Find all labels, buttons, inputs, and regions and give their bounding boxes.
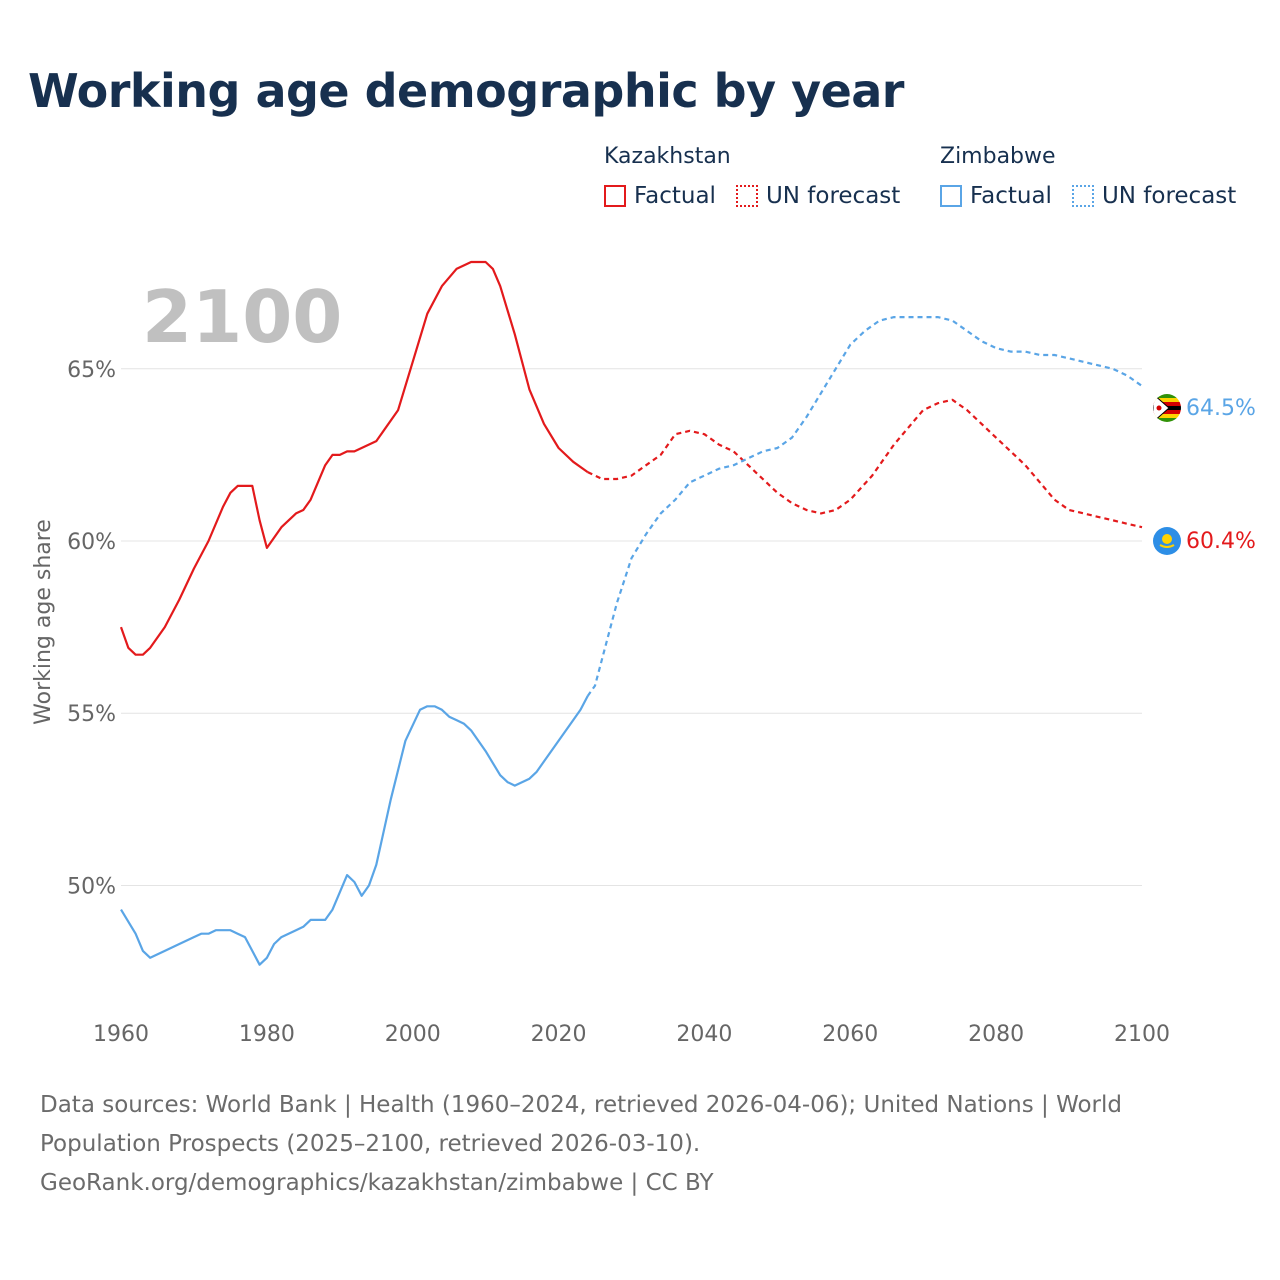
zimbabwe-flag-icon[interactable]: [1153, 394, 1181, 422]
zimbabwe-factual-line[interactable]: [120, 695, 589, 966]
legend-swatch-solid: [604, 185, 626, 207]
line-chart: 2100 Working age share 50% 55% 60% 65% 1960…: [31, 260, 1256, 1047]
legend-country-name: Kazakhstan: [604, 144, 731, 169]
legend-group-kazakhstan: Kazakhstan Factual UN forecast: [604, 144, 920, 209]
kazakhstan-flag-icon[interactable]: [1153, 527, 1181, 555]
legend-item-kazakhstan-forecast[interactable]: UN forecast: [735, 183, 901, 209]
y-tick-label: 55%: [67, 702, 116, 727]
end-value-label-zimbabwe: 64.5%: [1186, 396, 1256, 421]
legend-label: UN forecast: [1101, 183, 1237, 209]
x-tick-label: 1960: [93, 1022, 149, 1047]
x-tick-label: 2020: [531, 1022, 587, 1047]
y-tick-label: 65%: [67, 358, 116, 383]
sources-link-line[interactable]: GeoRank.org/demographics/kazakhstan/zimb…: [40, 1170, 714, 1196]
x-axis-ticks: 1960 1980 2000 2020 2040 2060 2080 2100: [93, 1022, 1170, 1047]
legend-item-kazakhstan-factual[interactable]: Factual: [604, 183, 716, 209]
data-sources-footer: Data sources: World Bank | Health (1960–…: [40, 1086, 1230, 1203]
sources-line-1: Data sources: World Bank | Health (1960–…: [40, 1092, 1122, 1118]
x-tick-label: 2080: [968, 1022, 1024, 1047]
y-tick-label: 50%: [67, 874, 116, 899]
legend-swatch-dotted: [1071, 185, 1094, 207]
kazakhstan-forecast-line[interactable]: [587, 398, 1143, 529]
y-axis-title: Working age share: [31, 519, 56, 725]
x-tick-label: 2100: [1114, 1022, 1170, 1047]
sources-line-2: Population Prospects (2025–2100, retriev…: [40, 1131, 701, 1157]
x-tick-label: 1980: [239, 1022, 295, 1047]
end-value-label-kazakhstan: 60.4%: [1186, 529, 1256, 554]
legend-country-name: Zimbabwe: [940, 144, 1056, 169]
legend-item-zimbabwe-forecast[interactable]: UN forecast: [1071, 183, 1237, 209]
x-tick-label: 2060: [822, 1022, 878, 1047]
legend-swatch-solid: [940, 185, 962, 207]
legend-label: UN forecast: [765, 183, 901, 209]
year-watermark: 2100: [142, 275, 342, 359]
zimbabwe-forecast-line[interactable]: [586, 316, 1143, 697]
legend-group-zimbabwe: Zimbabwe Factual UN forecast: [940, 144, 1236, 209]
legend-swatch-dotted: [735, 185, 758, 207]
legend-label: Factual: [970, 183, 1052, 209]
kazakhstan-factual-line[interactable]: [119, 260, 589, 656]
series-lines: [119, 260, 1143, 966]
legend-label: Factual: [634, 183, 716, 209]
x-tick-label: 2000: [385, 1022, 441, 1047]
legend-item-zimbabwe-factual[interactable]: Factual: [940, 183, 1052, 209]
x-tick-label: 2040: [676, 1022, 732, 1047]
chart-title: Working age demographic by year: [28, 64, 905, 118]
y-axis-ticks: 50% 55% 60% 65%: [67, 358, 116, 900]
y-tick-label: 60%: [67, 530, 116, 555]
gridlines: [121, 368, 1142, 886]
